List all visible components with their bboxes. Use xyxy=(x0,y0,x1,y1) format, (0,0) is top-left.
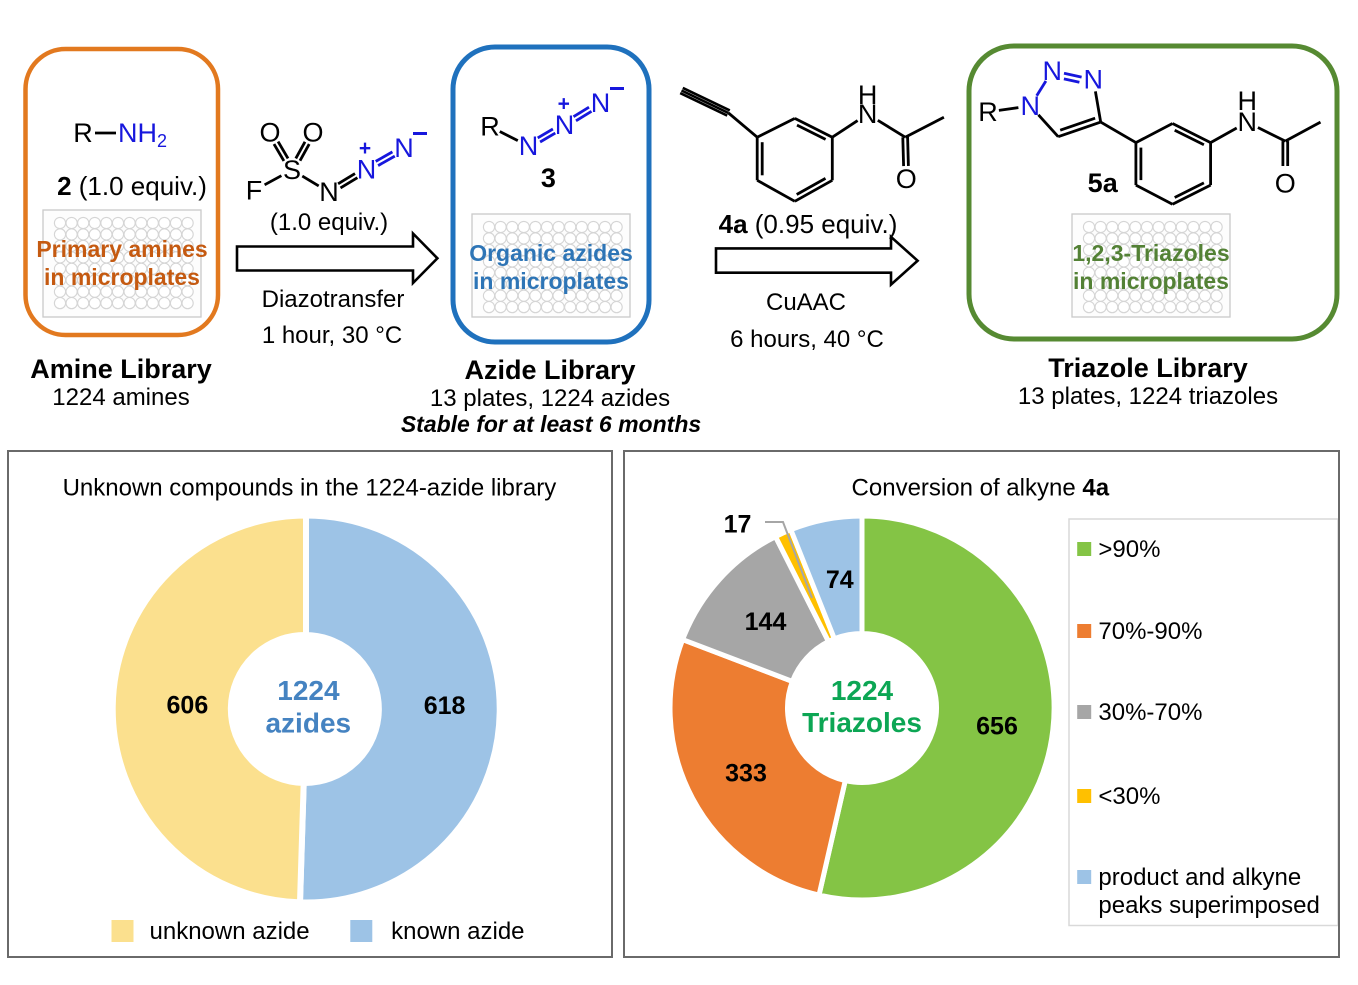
svg-text:13 plates, 1224 azides: 13 plates, 1224 azides xyxy=(430,385,670,412)
svg-text:N: N xyxy=(1021,91,1041,121)
svg-text:656: 656 xyxy=(976,713,1018,741)
svg-text:H: H xyxy=(1237,86,1257,116)
svg-text:13 plates, 1224 triazoles: 13 plates, 1224 triazoles xyxy=(1018,383,1278,410)
svg-text:Amine Library: Amine Library xyxy=(30,354,212,384)
svg-text:N: N xyxy=(394,133,414,163)
svg-text:4a (0.95 equiv.): 4a (0.95 equiv.) xyxy=(719,209,898,239)
svg-text:R: R xyxy=(73,118,93,148)
svg-text:144: 144 xyxy=(745,608,787,636)
svg-text:333: 333 xyxy=(725,760,767,788)
svg-text:1224 amines: 1224 amines xyxy=(52,384,189,411)
svg-text:in microplates: in microplates xyxy=(1073,268,1229,294)
svg-text:1224: 1224 xyxy=(831,675,894,706)
svg-text:CuAAC: CuAAC xyxy=(766,289,846,316)
svg-text:S: S xyxy=(283,155,301,185)
svg-text:Diazotransfer: Diazotransfer xyxy=(262,286,405,313)
svg-text:Stable for at least 6 months: Stable for at least 6 months xyxy=(401,411,701,437)
svg-text:R: R xyxy=(480,112,500,142)
svg-text:O: O xyxy=(302,118,323,148)
svg-text:606: 606 xyxy=(167,691,209,719)
svg-text:unknown azide: unknown azide xyxy=(150,918,310,945)
svg-text:+: + xyxy=(359,137,371,160)
svg-text:>90%: >90% xyxy=(1098,536,1160,563)
svg-text:H: H xyxy=(858,80,878,110)
svg-text:in microplates: in microplates xyxy=(473,268,629,294)
svg-text:known azide: known azide xyxy=(391,918,524,945)
svg-text:N: N xyxy=(858,99,878,129)
svg-text:N: N xyxy=(1084,65,1104,95)
svg-text:NH2: NH2 xyxy=(118,118,167,151)
svg-text:N: N xyxy=(357,155,377,185)
svg-text:74: 74 xyxy=(826,566,854,594)
svg-text:5a: 5a xyxy=(1088,168,1119,198)
svg-text:17: 17 xyxy=(724,510,752,538)
svg-text:1224: 1224 xyxy=(277,675,340,706)
svg-text:Triazole Library: Triazole Library xyxy=(1048,353,1248,383)
svg-text:peaks superimposed: peaks superimposed xyxy=(1098,892,1319,919)
svg-text:F: F xyxy=(246,176,263,206)
svg-text:R: R xyxy=(978,97,998,127)
svg-text:Conversion of alkyne 4a: Conversion of alkyne 4a xyxy=(852,475,1110,502)
svg-text:O: O xyxy=(1275,169,1296,199)
svg-text:<30%: <30% xyxy=(1098,783,1160,810)
svg-text:Organic azides: Organic azides xyxy=(469,240,633,266)
svg-text:N: N xyxy=(591,88,611,118)
svg-text:Unknown compounds in the 1224-: Unknown compounds in the 1224-azide libr… xyxy=(63,475,557,502)
svg-text:1 hour, 30 °C: 1 hour, 30 °C xyxy=(262,322,402,349)
svg-text:Triazoles: Triazoles xyxy=(802,707,922,738)
svg-text:618: 618 xyxy=(424,692,466,720)
svg-text:1,2,3-Triazoles: 1,2,3-Triazoles xyxy=(1072,240,1229,266)
svg-text:product and alkyne: product and alkyne xyxy=(1098,864,1301,891)
svg-text:(1.0 equiv.): (1.0 equiv.) xyxy=(270,209,388,236)
svg-text:+: + xyxy=(558,93,570,116)
svg-text:in microplates: in microplates xyxy=(44,264,200,290)
svg-text:azides: azides xyxy=(265,708,351,739)
svg-text:N: N xyxy=(519,131,539,161)
svg-text:6 hours, 40 °C: 6 hours, 40 °C xyxy=(730,326,884,353)
svg-text:O: O xyxy=(259,118,280,148)
svg-text:70%-90%: 70%-90% xyxy=(1098,618,1202,645)
svg-text:Azide Library: Azide Library xyxy=(464,355,635,385)
svg-text:Primary amines: Primary amines xyxy=(36,236,207,262)
svg-text:O: O xyxy=(896,164,917,194)
svg-text:3: 3 xyxy=(541,163,556,193)
svg-text:N: N xyxy=(319,177,339,207)
svg-text:N: N xyxy=(1043,56,1063,86)
svg-text:2 (1.0 equiv.): 2 (1.0 equiv.) xyxy=(57,171,207,201)
svg-text:N: N xyxy=(555,110,575,140)
svg-text:N: N xyxy=(1237,107,1257,137)
svg-text:30%-70%: 30%-70% xyxy=(1098,699,1202,726)
